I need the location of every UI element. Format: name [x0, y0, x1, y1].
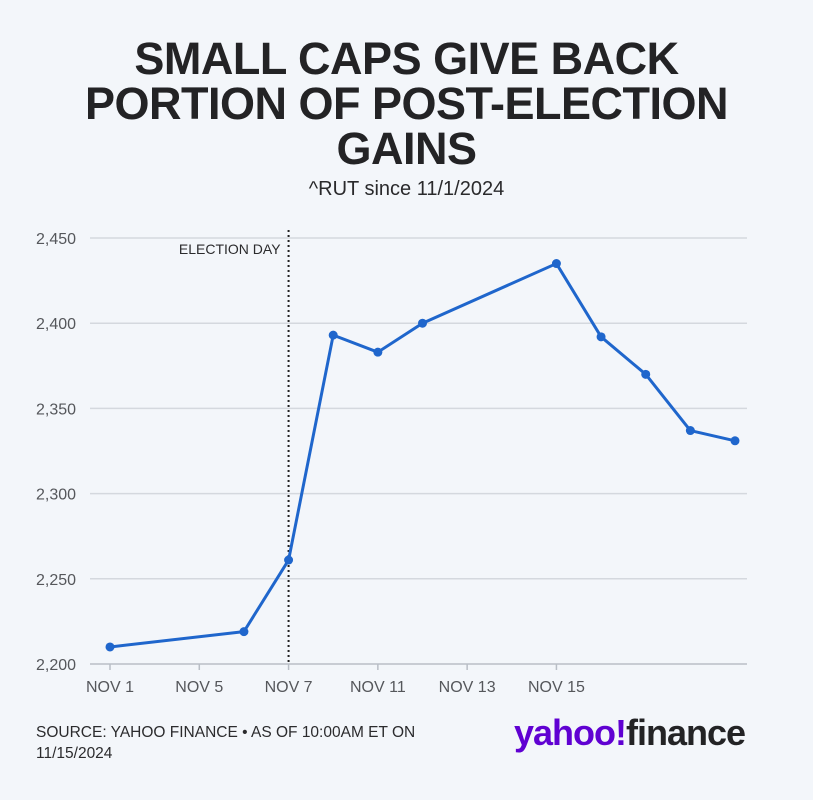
yahoo-finance-logo: yahoo!finance	[514, 712, 746, 754]
data-point	[641, 369, 651, 379]
data-point	[105, 642, 115, 652]
y-tick-label: 2,250	[36, 572, 76, 589]
x-tick-label: NOV 5	[175, 679, 223, 696]
y-tick-label: 2,350	[36, 401, 76, 418]
y-tick-label: 2,300	[36, 487, 76, 504]
x-tick-label: NOV 15	[528, 679, 585, 696]
data-point	[730, 436, 740, 446]
data-point	[685, 426, 695, 436]
data-point	[373, 347, 383, 357]
y-tick-label: 2,400	[36, 316, 76, 333]
x-tick-label: NOV 7	[265, 679, 313, 696]
election-day-label: ELECTION DAY	[179, 241, 281, 257]
chart-title: SMALL CAPS GIVE BACK PORTION OF POST-ELE…	[0, 36, 813, 171]
chart-title-line-3: GAINS	[336, 123, 477, 174]
data-point	[596, 332, 606, 342]
chart-subtitle: ^RUT since 11/1/2024	[308, 178, 505, 200]
x-tick-label: NOV 1	[86, 679, 134, 696]
chart-title-line-2: PORTION OF POST-ELECTION	[84, 78, 729, 129]
data-point	[418, 318, 427, 328]
x-tick-label: NOV 13	[439, 679, 496, 696]
chart-title-line-1: SMALL CAPS GIVE BACK	[134, 33, 679, 84]
data-point	[239, 627, 249, 637]
x-tick-label: NOV 11	[350, 679, 406, 696]
source-note: SOURCE: YAHOO FINANCE • AS OF 10:00AM ET…	[36, 724, 416, 762]
logo-yahoo-text: yahoo!	[514, 712, 627, 753]
data-point	[284, 555, 294, 565]
line-chart: 2,200 2,250 2,300 2,350 2,400 2,450 NOV 1 NOV 5…	[36, 230, 747, 696]
data-point	[551, 259, 561, 269]
data-point	[328, 330, 338, 340]
y-tick-label: 2,450	[36, 231, 76, 248]
logo-finance-text: finance	[626, 712, 746, 753]
y-tick-label: 2,200	[36, 657, 76, 674]
